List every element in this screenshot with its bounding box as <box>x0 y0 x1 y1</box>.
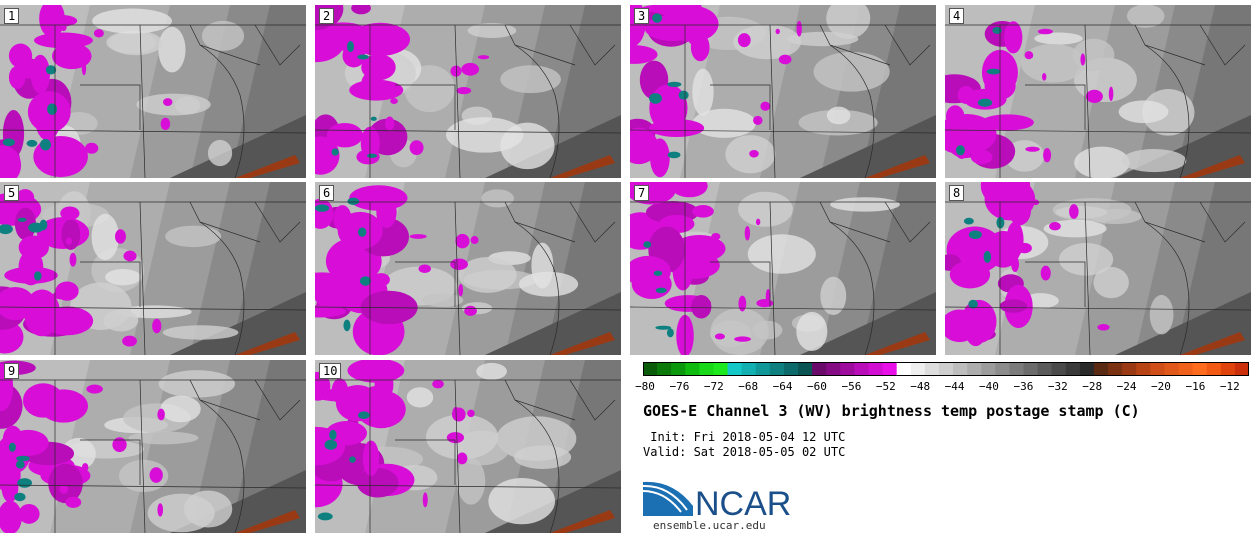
colorbar-tick-label: −48 <box>910 380 931 393</box>
map-panel-4: 4 <box>945 5 1251 178</box>
panel-label: 5 <box>4 185 20 201</box>
map-panel-9: 9 <box>0 360 306 533</box>
colorbar-swatch <box>1079 362 1095 376</box>
logo-text: NCAR <box>695 485 791 518</box>
colorbar-swatch <box>1192 362 1208 376</box>
colorbar-swatch <box>1009 362 1025 376</box>
colorbar-swatch <box>713 362 729 376</box>
colorbar-swatch <box>840 362 855 376</box>
map-canvas <box>0 182 306 355</box>
panel-label: 8 <box>949 185 965 201</box>
colorbar-swatch <box>1108 362 1123 376</box>
colorbar-swatch <box>924 362 940 376</box>
colorbar-swatch <box>1122 362 1137 376</box>
colorbar-swatch <box>896 362 912 376</box>
colorbar-swatch <box>995 362 1011 376</box>
colorbar-swatch <box>769 362 785 376</box>
colorbar-tick-label: −36 <box>1013 380 1034 393</box>
colorbar-tick-label: −24 <box>1116 380 1137 393</box>
panel-label: 9 <box>4 363 20 379</box>
panel-label: 6 <box>319 185 335 201</box>
colorbar-tick-label: −80 <box>635 380 655 393</box>
colorbar-swatch <box>1093 362 1109 376</box>
panel-label: 2 <box>319 8 335 24</box>
colorbar-tick-label: −76 <box>669 380 690 393</box>
colorbar-swatch <box>671 362 686 376</box>
colorbar-swatch <box>783 362 799 376</box>
colorbar-swatch <box>643 362 658 376</box>
panel-label: 7 <box>634 185 650 201</box>
colorbar-tick-label: −12 <box>1219 380 1240 393</box>
colorbar-swatch <box>1178 362 1194 376</box>
colorbar-tick-label: −72 <box>703 380 724 393</box>
map-canvas <box>315 360 621 533</box>
colorbar-swatch <box>699 362 715 376</box>
colorbar-swatch <box>1206 362 1222 376</box>
figure-title: GOES-E Channel 3 (WV) brightness temp po… <box>643 402 1140 420</box>
colorbar-swatch <box>657 362 672 376</box>
map-canvas <box>315 182 621 355</box>
colorbar-swatch <box>1037 362 1053 376</box>
colorbar-tick-label: −28 <box>1082 380 1103 393</box>
colorbar-swatch <box>1234 362 1249 376</box>
colorbar-swatch <box>741 362 757 376</box>
colorbar-swatch <box>854 362 870 376</box>
colorbar-tick-label: −16 <box>1185 380 1206 393</box>
colorbar-swatch <box>1065 362 1081 376</box>
map-canvas <box>0 5 306 178</box>
map-panel-1: 1 <box>0 5 306 178</box>
colorbar-swatch <box>967 362 982 376</box>
colorbar-tick-label: −64 <box>772 380 793 393</box>
panel-label: 3 <box>634 8 650 24</box>
panel-label: 10 <box>319 363 342 379</box>
colorbar-swatch <box>868 362 884 376</box>
colorbar-swatch <box>910 362 926 376</box>
map-panel-5: 5 <box>0 182 306 355</box>
map-canvas <box>630 182 936 355</box>
map-panel-8: 8 <box>945 182 1251 355</box>
colorbar-tick-label: −52 <box>875 380 896 393</box>
colorbar-swatch <box>882 362 898 376</box>
colorbar-tick-label: −68 <box>738 380 759 393</box>
colorbar-swatch <box>826 362 841 376</box>
colorbar-swatch <box>798 362 813 376</box>
map-canvas <box>945 5 1251 178</box>
map-canvas <box>945 182 1251 355</box>
site-url: ensemble.ucar.edu <box>653 519 766 532</box>
colorbar <box>643 362 1249 376</box>
valid-time: Valid: Sat 2018-05-05 02 UTC <box>643 445 846 459</box>
colorbar-swatch <box>953 362 968 376</box>
panel-label: 1 <box>4 8 20 24</box>
map-panel-6: 6 <box>315 182 621 355</box>
map-panel-2: 2 <box>315 5 621 178</box>
colorbar-swatch <box>981 362 996 376</box>
ncar-logo: NCAR <box>643 481 791 518</box>
map-panel-3: 3 <box>630 5 936 178</box>
colorbar-tick-label: −20 <box>1151 380 1171 393</box>
map-panel-10: 10 <box>315 360 621 533</box>
map-canvas <box>315 5 621 178</box>
colorbar-swatch <box>755 362 771 376</box>
colorbar-swatch <box>727 362 743 376</box>
map-panel-7: 7 <box>630 182 936 355</box>
colorbar-swatch <box>685 362 700 376</box>
colorbar-tick-label: −40 <box>979 380 999 393</box>
panel-label: 4 <box>949 8 965 24</box>
colorbar-swatch <box>812 362 827 376</box>
colorbar-tick-label: −44 <box>944 380 965 393</box>
colorbar-tick-label: −56 <box>841 380 862 393</box>
colorbar-swatch <box>1150 362 1166 376</box>
colorbar-swatch <box>1136 362 1151 376</box>
colorbar-swatch <box>1164 362 1180 376</box>
colorbar-swatch <box>1220 362 1236 376</box>
map-canvas <box>630 5 936 178</box>
colorbar-swatch <box>1051 362 1067 376</box>
colorbar-tick-label: −60 <box>807 380 827 393</box>
map-canvas <box>0 360 306 533</box>
colorbar-swatch <box>938 362 954 376</box>
colorbar-swatch <box>1023 362 1039 376</box>
colorbar-tick-label: −32 <box>1047 380 1068 393</box>
init-time: Init: Fri 2018-05-04 12 UTC <box>643 430 846 444</box>
